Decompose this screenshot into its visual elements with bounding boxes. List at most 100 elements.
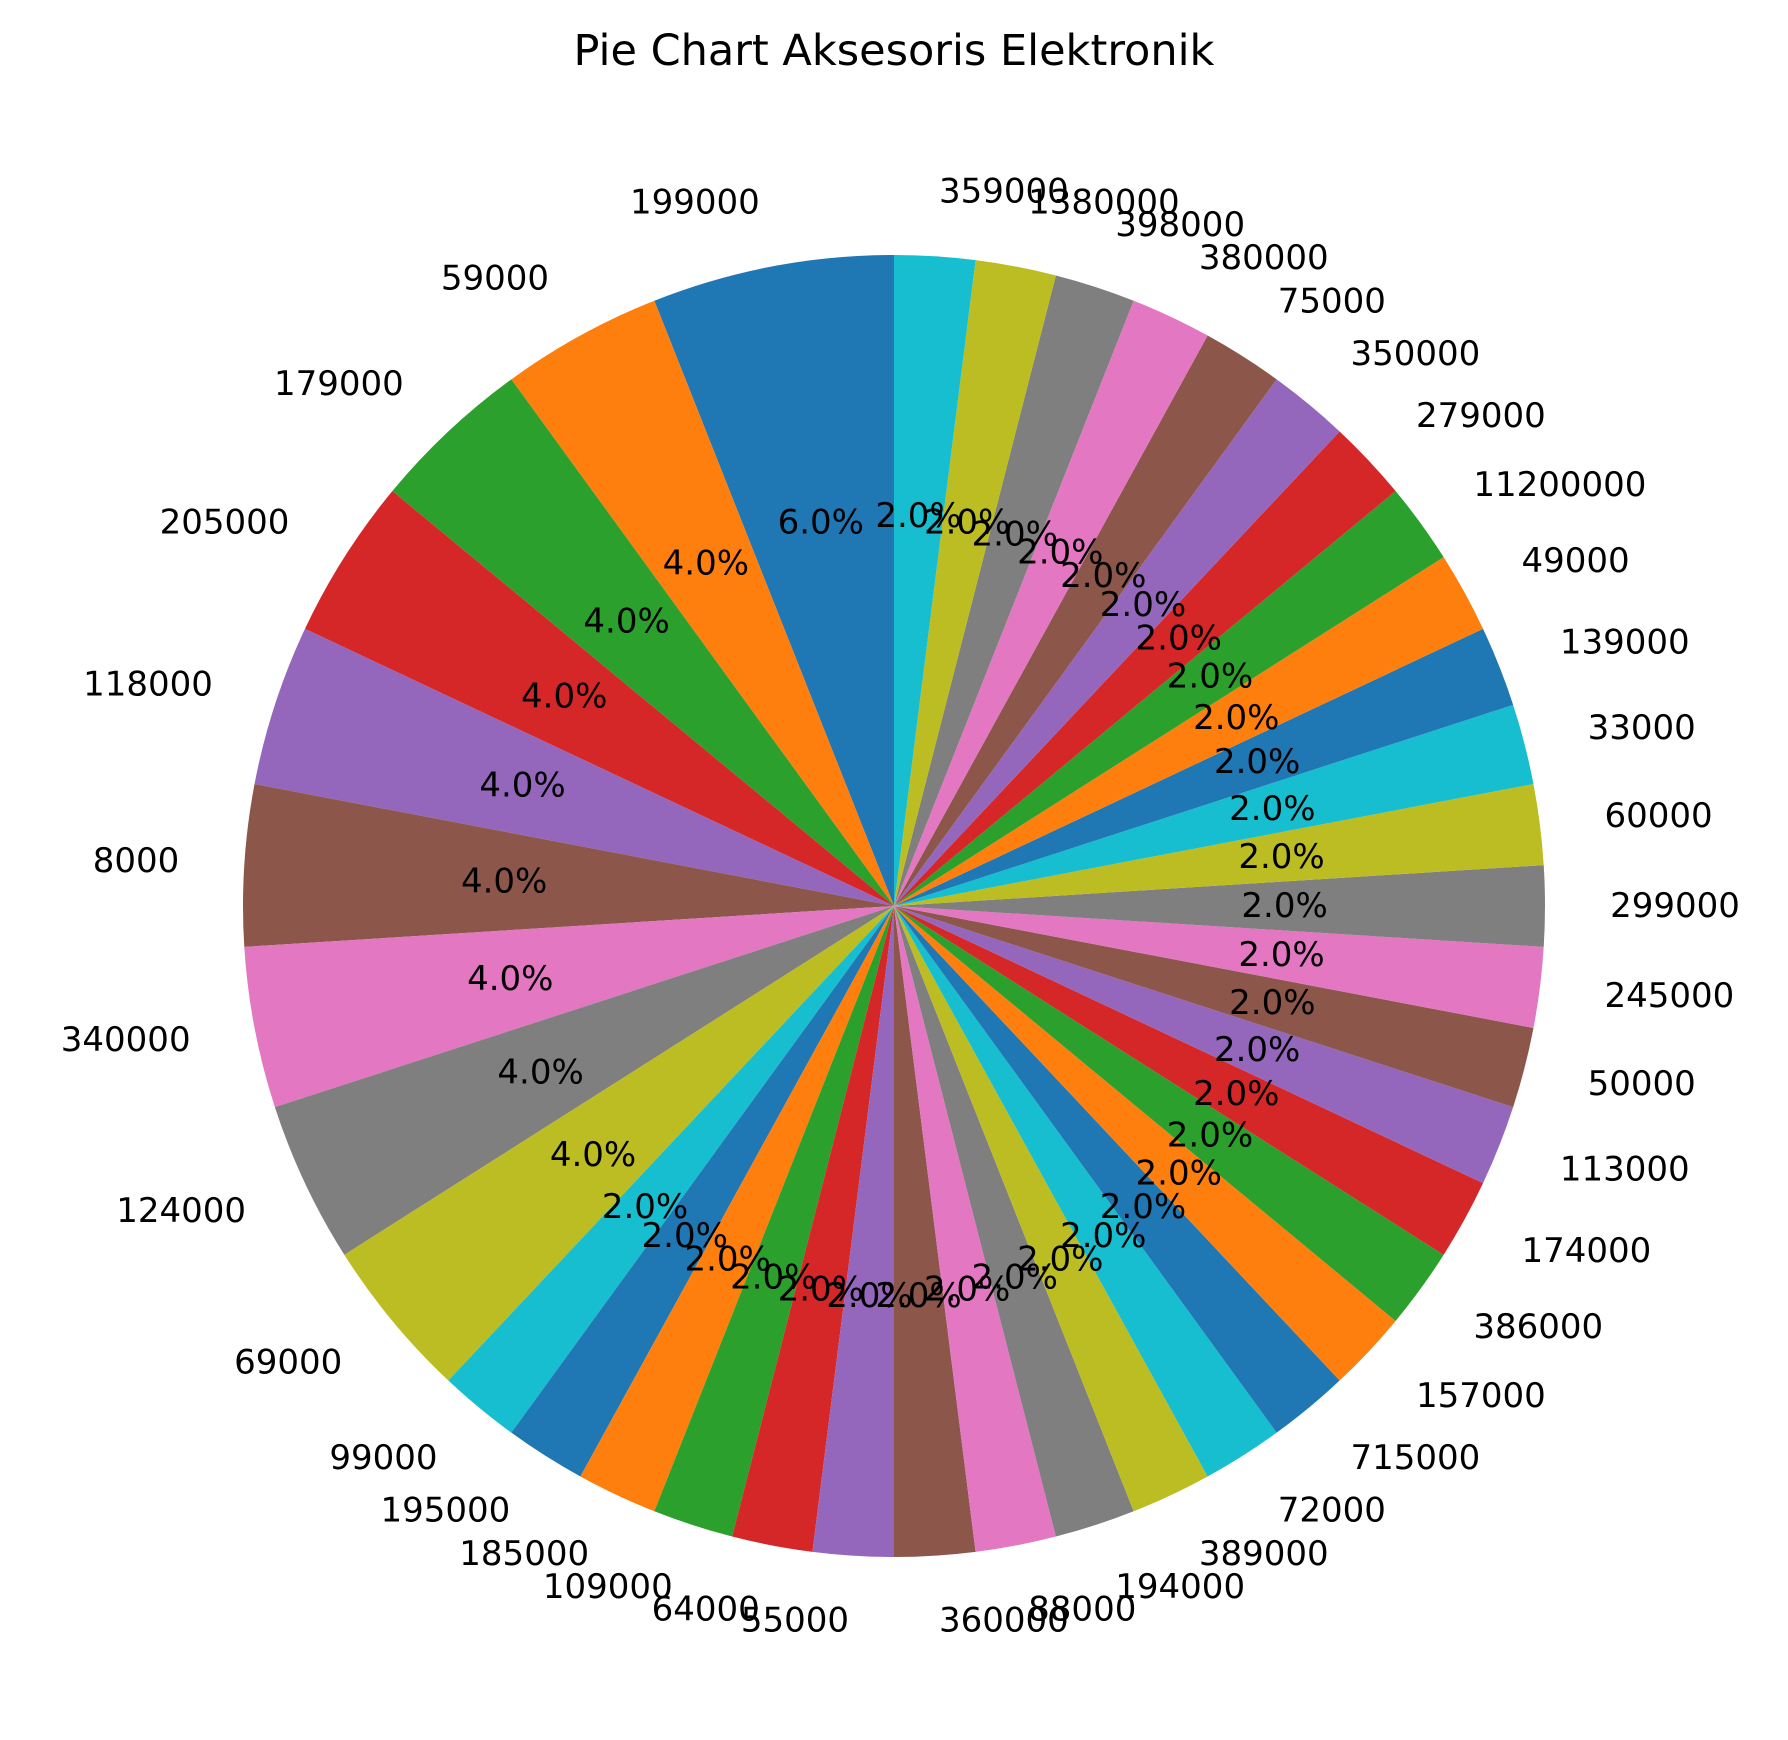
percent-label: 6.0% xyxy=(778,502,864,542)
percent-label: 2.0% xyxy=(972,515,1058,555)
percent-label: 2.0% xyxy=(875,1276,961,1316)
category-label: 195000 xyxy=(380,1491,510,1531)
percent-label: 2.0% xyxy=(1136,1153,1222,1193)
percent-labels: 6.0% 4.0% 4.0% 4.0% 4.0% 4.0% 4.0% 4.0% 4.0% 2.0%… xyxy=(461,496,1328,1316)
category-label: 50000 xyxy=(1588,1064,1696,1104)
pie-slice-398000 xyxy=(894,275,1134,906)
category-label: 139000 xyxy=(1560,622,1690,662)
pie-slice-389000 xyxy=(894,906,1208,1512)
percent-label: 2.0% xyxy=(1214,742,1300,782)
category-label: 1380000 xyxy=(1028,183,1179,223)
category-label: 88000 xyxy=(1028,1589,1136,1629)
category-label: 75000 xyxy=(1278,281,1386,321)
category-label: 350000 xyxy=(1350,334,1480,374)
percent-label: 2.0% xyxy=(778,1270,864,1310)
pie-slice-49000 xyxy=(894,557,1484,906)
category-label: 245000 xyxy=(1604,976,1734,1016)
percent-label: 2.0% xyxy=(1167,1116,1253,1156)
category-label: 715000 xyxy=(1350,1438,1480,1478)
percent-label: 4.0% xyxy=(497,1052,583,1092)
pie-slice-11200000 xyxy=(894,491,1444,906)
pie-slice-380000 xyxy=(894,300,1208,906)
category-label: 60000 xyxy=(1604,796,1712,836)
percent-label: 4.0% xyxy=(479,765,565,805)
category-label: 199000 xyxy=(630,183,760,223)
pie-slice-350000 xyxy=(894,379,1340,906)
percent-label: 2.0% xyxy=(924,1270,1010,1310)
category-labels: 199000 59000 179000 205000 118000 8000 340000 1… xyxy=(61,171,1740,1640)
pie-slice-386000 xyxy=(894,906,1444,1321)
pie-slice-72000 xyxy=(894,906,1277,1477)
percent-label: 4.0% xyxy=(461,861,547,901)
percent-label: 2.0% xyxy=(1167,656,1253,696)
percent-label: 2.0% xyxy=(1214,1030,1300,1070)
category-label: 398000 xyxy=(1115,205,1245,245)
category-label: 279000 xyxy=(1416,396,1546,436)
pie-slice-195000 xyxy=(511,906,894,1477)
pie-slice-340000 xyxy=(244,906,894,1108)
percent-label: 2.0% xyxy=(1241,886,1327,926)
category-label: 359000 xyxy=(939,171,1069,211)
pie-slice-359000 xyxy=(894,255,976,906)
percent-label: 2.0% xyxy=(1100,1187,1186,1227)
pie-slice-360000 xyxy=(894,906,976,1558)
pie-slice-124000 xyxy=(274,906,895,1255)
category-label: 380000 xyxy=(1199,238,1329,278)
pie-slice-50000 xyxy=(894,906,1534,1108)
pie-slice-245000 xyxy=(894,906,1544,1028)
percent-label: 2.0% xyxy=(684,1239,770,1279)
percent-label: 2.0% xyxy=(1229,983,1315,1023)
category-label: 64000 xyxy=(652,1589,760,1629)
category-label: 174000 xyxy=(1522,1231,1652,1271)
category-label: 49000 xyxy=(1522,541,1630,581)
category-label: 59000 xyxy=(441,258,549,298)
pie-slice-174000 xyxy=(894,906,1484,1255)
category-label: 113000 xyxy=(1560,1150,1690,1190)
pie-slice-185000 xyxy=(580,906,894,1512)
pie-slice-64000 xyxy=(732,906,894,1552)
percent-label: 2.0% xyxy=(602,1187,688,1227)
pie-slice-715000 xyxy=(894,906,1340,1433)
category-label: 185000 xyxy=(459,1534,589,1574)
pie-slice-88000 xyxy=(894,906,1056,1552)
pie-slice-1380000 xyxy=(894,260,1056,907)
category-label: 118000 xyxy=(83,665,213,705)
pie-slice-69000 xyxy=(344,906,894,1381)
percent-label: 2.0% xyxy=(1238,935,1324,975)
category-label: 11200000 xyxy=(1473,465,1646,505)
percent-label: 2.0% xyxy=(642,1216,728,1256)
percent-label: 2.0% xyxy=(924,502,1010,542)
pie-slice-75000 xyxy=(894,335,1277,906)
pie-slice-55000 xyxy=(812,906,894,1557)
percent-label: 2.0% xyxy=(1229,789,1315,829)
percent-label: 2.0% xyxy=(1193,1074,1279,1114)
percent-label: 4.0% xyxy=(521,677,607,717)
category-label: 194000 xyxy=(1115,1567,1245,1607)
pie-slice-60000 xyxy=(894,784,1544,906)
percent-label: 4.0% xyxy=(467,959,553,999)
percent-label: 2.0% xyxy=(1136,619,1222,659)
category-label: 340000 xyxy=(61,1020,191,1060)
pie-slice-157000 xyxy=(894,906,1396,1381)
percent-label: 2.0% xyxy=(826,1276,912,1316)
percent-label: 2.0% xyxy=(1193,698,1279,738)
pie-slice-199000 xyxy=(654,255,894,906)
pie-slice-279000 xyxy=(894,431,1396,906)
pie-slice-99000 xyxy=(448,906,894,1433)
percent-label: 2.0% xyxy=(1060,556,1146,596)
pie-slice-59000 xyxy=(511,300,894,906)
category-label: 8000 xyxy=(93,841,180,881)
category-label: 299000 xyxy=(1610,886,1740,926)
category-label: 55000 xyxy=(741,1601,849,1641)
percent-label: 2.0% xyxy=(1238,837,1324,877)
percent-label: 2.0% xyxy=(972,1257,1058,1297)
category-label: 360000 xyxy=(939,1601,1069,1641)
pie-slice-118000 xyxy=(254,628,894,906)
percent-label: 4.0% xyxy=(583,601,669,641)
pie-slice-113000 xyxy=(894,906,1514,1184)
chart-title: Pie Chart Aksesoris Elektronik xyxy=(573,26,1215,76)
pie-slice-139000 xyxy=(894,628,1514,906)
category-label: 205000 xyxy=(160,502,290,542)
pie-slices xyxy=(243,255,1545,1558)
pie-slice-179000 xyxy=(392,379,894,906)
